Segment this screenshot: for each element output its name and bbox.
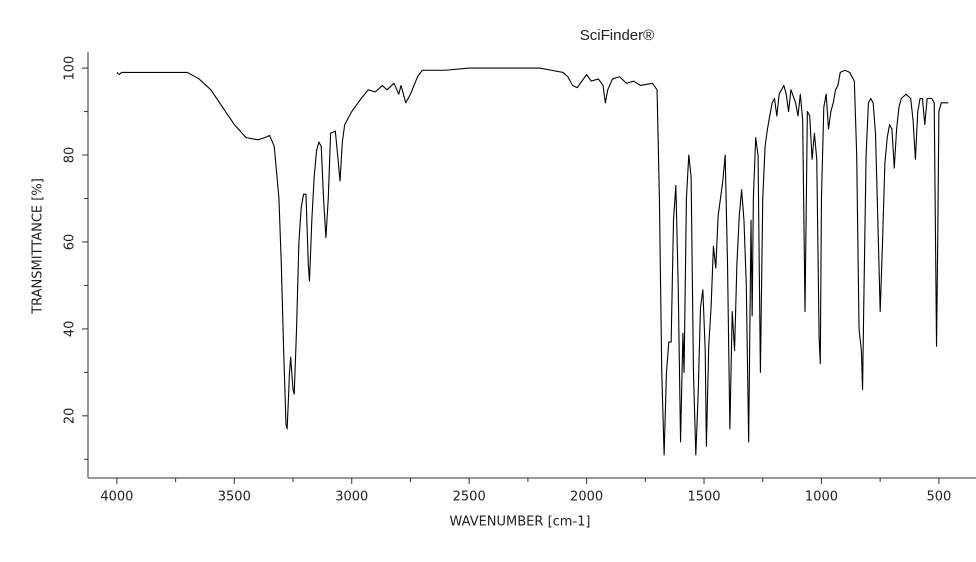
x-tick-label: 3000: [335, 490, 368, 505]
chart-title: SciFinder®: [580, 27, 654, 44]
x-tick-label: 2500: [453, 490, 486, 505]
y-axis-label: TRANSMITTANCE [%]: [31, 178, 46, 315]
x-tick-label: 3500: [218, 490, 251, 505]
y-tick-label: 60: [63, 234, 78, 251]
x-tick-label: 2000: [570, 490, 603, 505]
y-tick-label: 100: [63, 56, 78, 81]
x-tick-label: 1000: [805, 490, 838, 505]
y-tick-label: 80: [63, 147, 78, 164]
y-tick-label: 20: [63, 408, 78, 425]
x-tick-label: 4000: [100, 490, 133, 505]
x-axis-label: WAVENUMBER [cm-1]: [450, 515, 591, 530]
x-tick-label: 500: [926, 490, 951, 505]
y-tick-label: 40: [63, 321, 78, 338]
spectrum-line: [116, 67, 949, 456]
x-tick-label: 1500: [687, 490, 720, 505]
